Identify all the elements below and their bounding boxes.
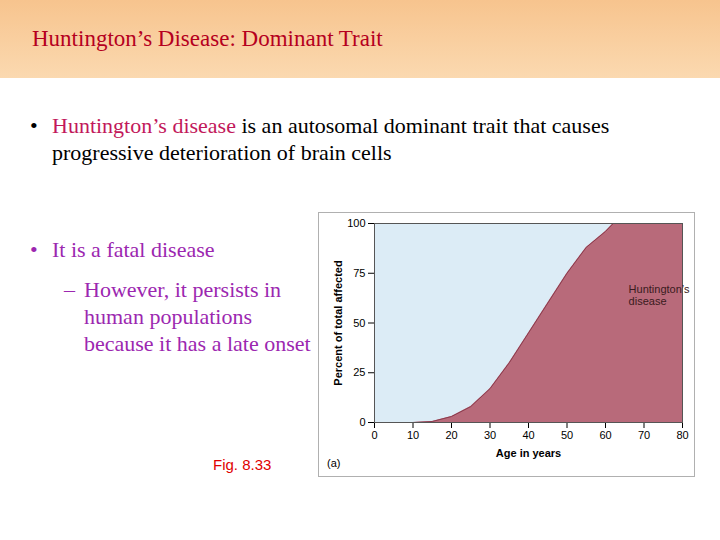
svg-text:0: 0 — [371, 429, 377, 441]
svg-text:50: 50 — [561, 429, 573, 441]
html-text:It is a fatal disease: It is a fatal disease — [52, 237, 215, 262]
svg-text:Huntington’sdisease: Huntington’sdisease — [629, 283, 690, 307]
svg-text:50: 50 — [353, 317, 365, 329]
svg-text:70: 70 — [638, 429, 650, 441]
svg-text:80: 80 — [676, 429, 688, 441]
svg-text:100: 100 — [347, 217, 365, 229]
svg-text:20: 20 — [445, 429, 457, 441]
html-text:Huntington’s Disease: Dominant: Huntington’s Disease: Dominant Trait — [32, 26, 383, 51]
svg-text:10: 10 — [407, 429, 419, 441]
html-text:Huntington’s disease is an aut: Huntington’s disease is an autosomal dom… — [52, 113, 610, 165]
svg-text:Age in years: Age in years — [496, 447, 561, 459]
html-text:However, it persists in human: However, it persists in human population… — [84, 277, 311, 356]
svg-text:25: 25 — [353, 366, 365, 378]
svg-text:30: 30 — [484, 429, 496, 441]
html-text:(a): (a) — [327, 457, 341, 469]
svg-text:Percent of total affected: Percent of total affected — [332, 260, 344, 385]
svg-text:0: 0 — [359, 416, 365, 428]
svg-text:60: 60 — [599, 429, 611, 441]
html-text:Fig. 8.33: Fig. 8.33 — [213, 456, 272, 473]
svg-text:75: 75 — [353, 267, 365, 279]
svg-text:40: 40 — [522, 429, 534, 441]
